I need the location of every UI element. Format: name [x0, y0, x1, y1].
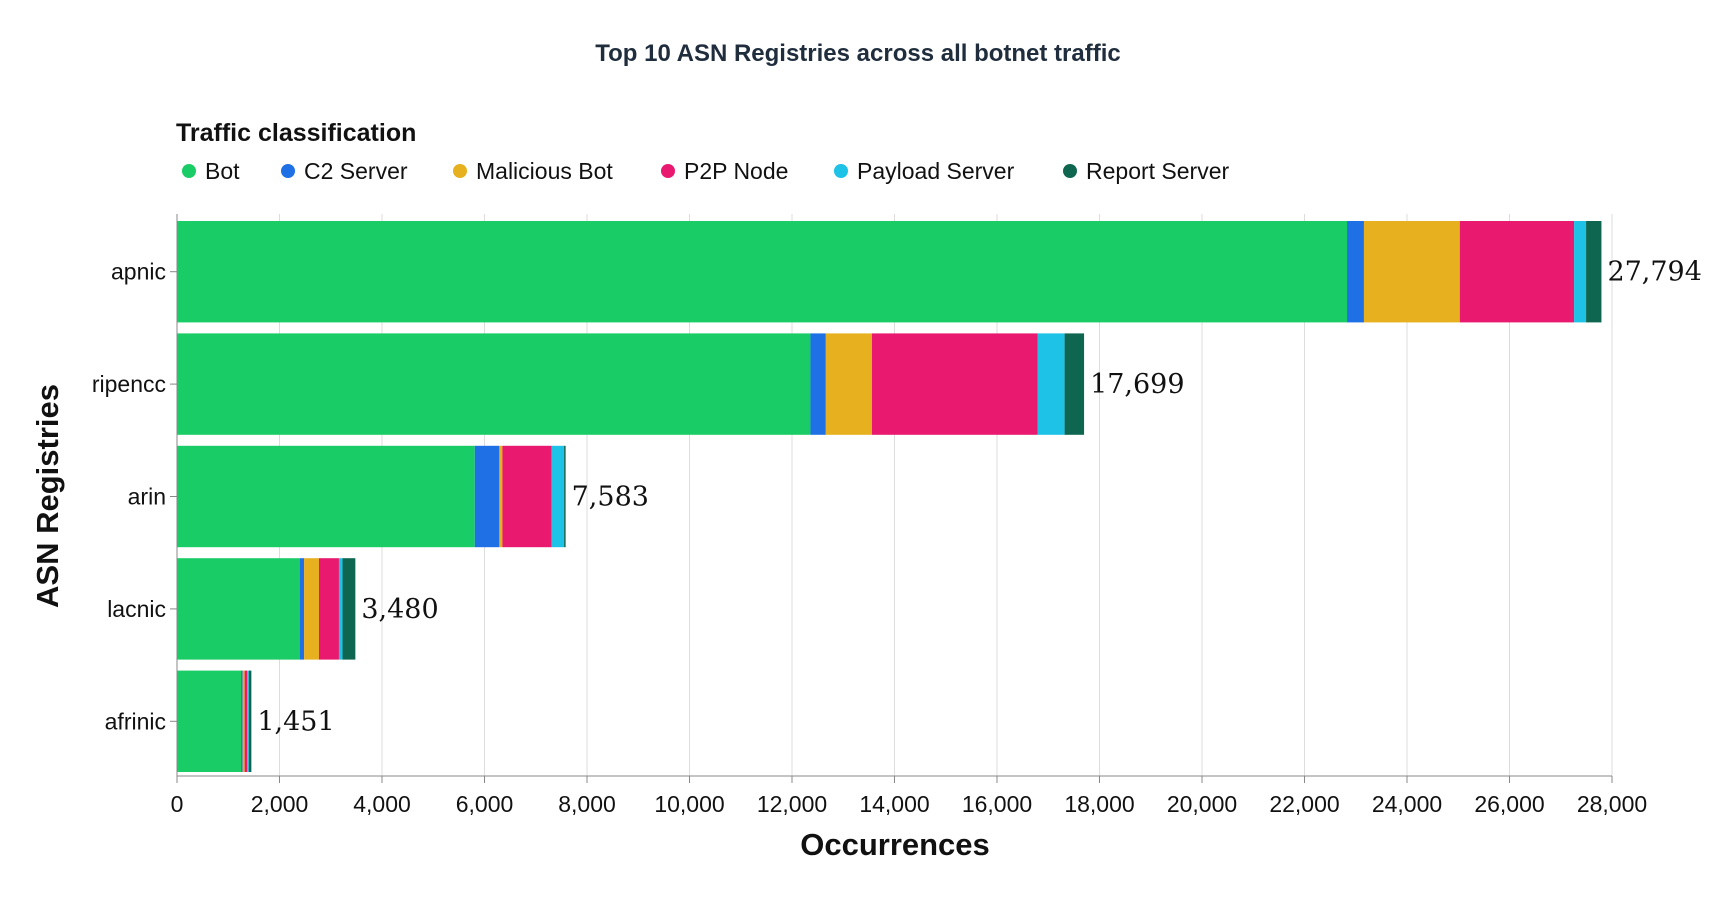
- total-label-arin: 7,583: [572, 482, 649, 513]
- legend-item-p2p-node: P2P Node: [661, 158, 788, 184]
- bar-segment-ripencc-c2-server: [810, 333, 826, 435]
- bar-segment-lacnic-p2p-node: [318, 558, 339, 660]
- bar-group-ripencc: [177, 333, 1085, 435]
- legend-swatch: [182, 164, 196, 178]
- chart-title: Top 10 ASN Registries across all botnet …: [595, 40, 1120, 67]
- bar-segment-lacnic-report-server: [342, 558, 356, 660]
- total-label-apnic: 27,794: [1607, 257, 1701, 288]
- category-label-arin: arin: [128, 484, 166, 510]
- category-labels: apnic ripencc arin lacnic afrinic: [92, 259, 177, 734]
- bars: [177, 221, 1602, 772]
- legend-swatch: [281, 164, 295, 178]
- category-label-apnic: apnic: [111, 259, 166, 285]
- bar-segment-afrinic-p2p-node: [244, 670, 248, 772]
- legend-swatch: [453, 164, 467, 178]
- bar-segment-afrinic-c2-server: [241, 670, 243, 772]
- legend-item-malicious-bot: Malicious Bot: [453, 158, 613, 184]
- bar-segment-apnic-payload-server: [1574, 221, 1587, 323]
- bar-segment-afrinic-malicious-bot: [242, 670, 245, 772]
- legend-item-c2-server: C2 Server: [281, 158, 408, 184]
- bar-group-arin: [177, 445, 566, 548]
- bar-segment-apnic-report-server: [1586, 221, 1602, 323]
- legend: Traffic classification Bot C2 Server Malic…: [176, 119, 1230, 184]
- x-tick-label: 4,000: [353, 791, 411, 817]
- legend-label: C2 Server: [304, 158, 408, 184]
- category-label-afrinic: afrinic: [105, 708, 166, 734]
- bar-group-apnic: [177, 221, 1602, 323]
- legend-swatch: [661, 164, 675, 178]
- bar-segment-apnic-p2p-node: [1459, 221, 1575, 323]
- legend-swatch: [1063, 164, 1077, 178]
- bar-segment-afrinic-bot: [177, 670, 242, 772]
- legend-title: Traffic classification: [176, 119, 416, 147]
- bar-segment-lacnic-c2-server: [300, 558, 305, 660]
- x-axis-title: Occurrences: [800, 827, 990, 862]
- x-tick-label: 2,000: [251, 791, 309, 817]
- legend-label: Malicious Bot: [476, 158, 613, 184]
- bar-segment-afrinic-report-server: [248, 670, 252, 772]
- legend-swatch: [834, 164, 848, 178]
- legend-item-report-server: Report Server: [1063, 158, 1230, 184]
- category-label-lacnic: lacnic: [107, 596, 166, 622]
- legend-item-payload-server: Payload Server: [834, 158, 1015, 184]
- x-axis: 0 2,000 4,000 6,000 8,000 10,000 12,000 14,000 1…: [171, 214, 1647, 817]
- bar-group-afrinic: [177, 670, 252, 772]
- bar-segment-arin-malicious-bot: [499, 445, 503, 548]
- bar-segment-arin-payload-server: [551, 445, 565, 548]
- bar-group-lacnic: [177, 558, 356, 660]
- x-tick-label: 22,000: [1269, 791, 1339, 817]
- bar-segment-arin-bot: [177, 445, 475, 548]
- legend-item-bot: Bot: [182, 158, 240, 184]
- x-tick-label: 26,000: [1474, 791, 1544, 817]
- bar-segment-ripencc-report-server: [1064, 333, 1085, 435]
- x-tick-label: 16,000: [962, 791, 1032, 817]
- bar-segment-afrinic-payload-server: [247, 670, 249, 772]
- x-tick-label: 0: [171, 791, 184, 817]
- bar-segment-ripencc-bot: [177, 333, 811, 435]
- bar-segment-lacnic-payload-server: [338, 558, 343, 660]
- total-labels: 27,794 17,699 7,583 3,480 1,451: [257, 257, 1702, 738]
- total-label-lacnic: 3,480: [361, 594, 438, 625]
- x-tick-label: 8,000: [558, 791, 616, 817]
- x-tick-label: 10,000: [654, 791, 724, 817]
- bar-segment-lacnic-bot: [177, 558, 300, 660]
- x-tick-label: 20,000: [1167, 791, 1237, 817]
- x-tick-label: 28,000: [1577, 791, 1647, 817]
- bar-segment-arin-p2p-node: [502, 445, 552, 548]
- category-label-ripencc: ripencc: [92, 371, 166, 397]
- legend-label: Report Server: [1086, 158, 1230, 184]
- bar-segment-ripencc-payload-server: [1037, 333, 1065, 435]
- x-tick-label: 12,000: [757, 791, 827, 817]
- bar-segment-arin-c2-server: [474, 445, 500, 548]
- total-label-ripencc: 17,699: [1090, 369, 1184, 400]
- bar-segment-apnic-malicious-bot: [1363, 221, 1460, 323]
- bar-segment-apnic-bot: [177, 221, 1348, 323]
- x-tick-label: 14,000: [859, 791, 929, 817]
- legend-label: P2P Node: [684, 158, 788, 184]
- x-tick-label: 24,000: [1372, 791, 1442, 817]
- legend-label: Bot: [205, 158, 240, 184]
- total-label-afrinic: 1,451: [257, 706, 334, 737]
- x-tick-label: 6,000: [456, 791, 514, 817]
- bar-segment-apnic-c2-server: [1347, 221, 1364, 323]
- y-axis-title: ASN Registries: [30, 384, 65, 608]
- bar-segment-lacnic-malicious-bot: [304, 558, 319, 660]
- bar-segment-ripencc-malicious-bot: [825, 333, 872, 435]
- bar-segment-ripencc-p2p-node: [871, 333, 1038, 435]
- bar-segment-arin-report-server: [564, 445, 566, 548]
- x-tick-label: 18,000: [1064, 791, 1134, 817]
- legend-items: Bot C2 Server Malicious Bot P2P Node Payload…: [182, 158, 1230, 184]
- legend-label: Payload Server: [857, 158, 1015, 184]
